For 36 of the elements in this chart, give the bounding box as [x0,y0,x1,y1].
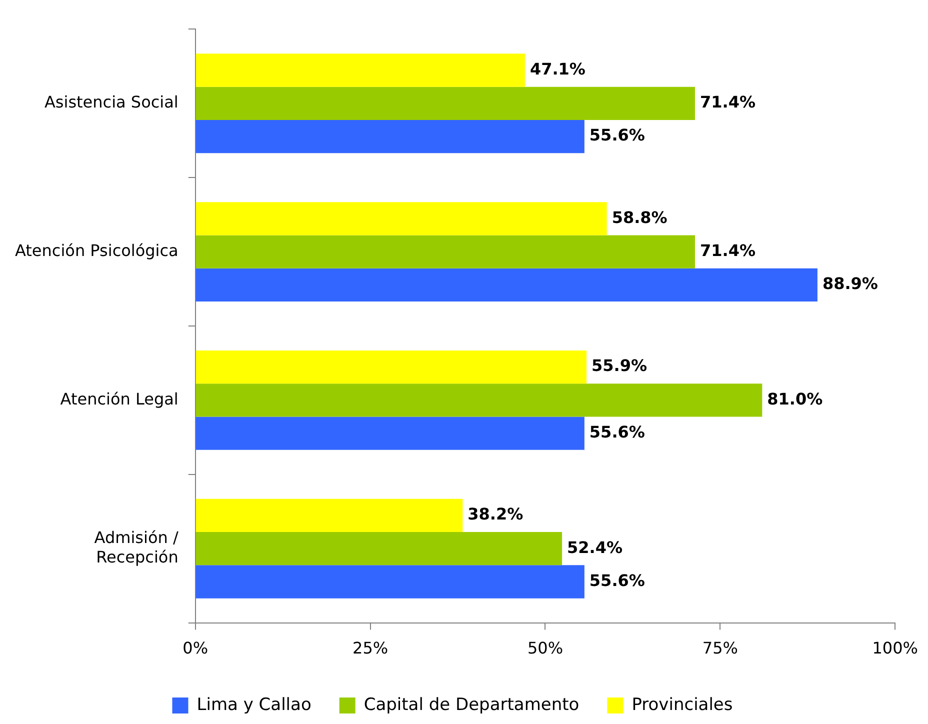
bar [196,498,463,532]
data-label: 52.4% [567,538,623,557]
bar [196,350,587,384]
x-tick-label: 100% [872,638,918,658]
data-label: 58.8% [612,208,668,227]
data-label: 88.9% [822,274,878,294]
bar [196,268,818,302]
bar [196,532,562,566]
legend-label: Capital de Departamento [364,694,580,715]
x-tick-label: 75% [702,638,738,658]
y-tick-label: Atención Legal [60,389,178,408]
bar [196,202,607,236]
y-tick-label: Asistencia Social [44,92,178,112]
bar [196,54,525,87]
data-label: 71.4% [700,92,756,112]
x-tick-label: 50% [527,638,564,658]
data-label: 71.4% [700,240,756,260]
y-tick-label: Atención Psicológica [14,240,178,260]
data-label: 47.1% [530,59,586,78]
y-tick-label: Admisión / Recepción [94,528,179,566]
bar [196,235,695,268]
data-label: 55.6% [589,570,645,590]
data-label: 38.2% [468,504,524,524]
legend-label: Provinciales [632,694,733,715]
legend-label: Lima y Callao [196,694,312,715]
bar [196,416,584,450]
bar [196,86,695,120]
bar [196,565,584,598]
data-label: 81.0% [767,389,823,408]
bar [196,120,584,154]
x-tick-label: 0% [182,638,208,658]
x-tick-label: 25% [352,638,388,658]
bar [196,384,762,417]
data-label: 55.6% [589,422,645,442]
data-label: 55.9% [592,356,648,376]
data-label: 55.6% [589,126,645,145]
